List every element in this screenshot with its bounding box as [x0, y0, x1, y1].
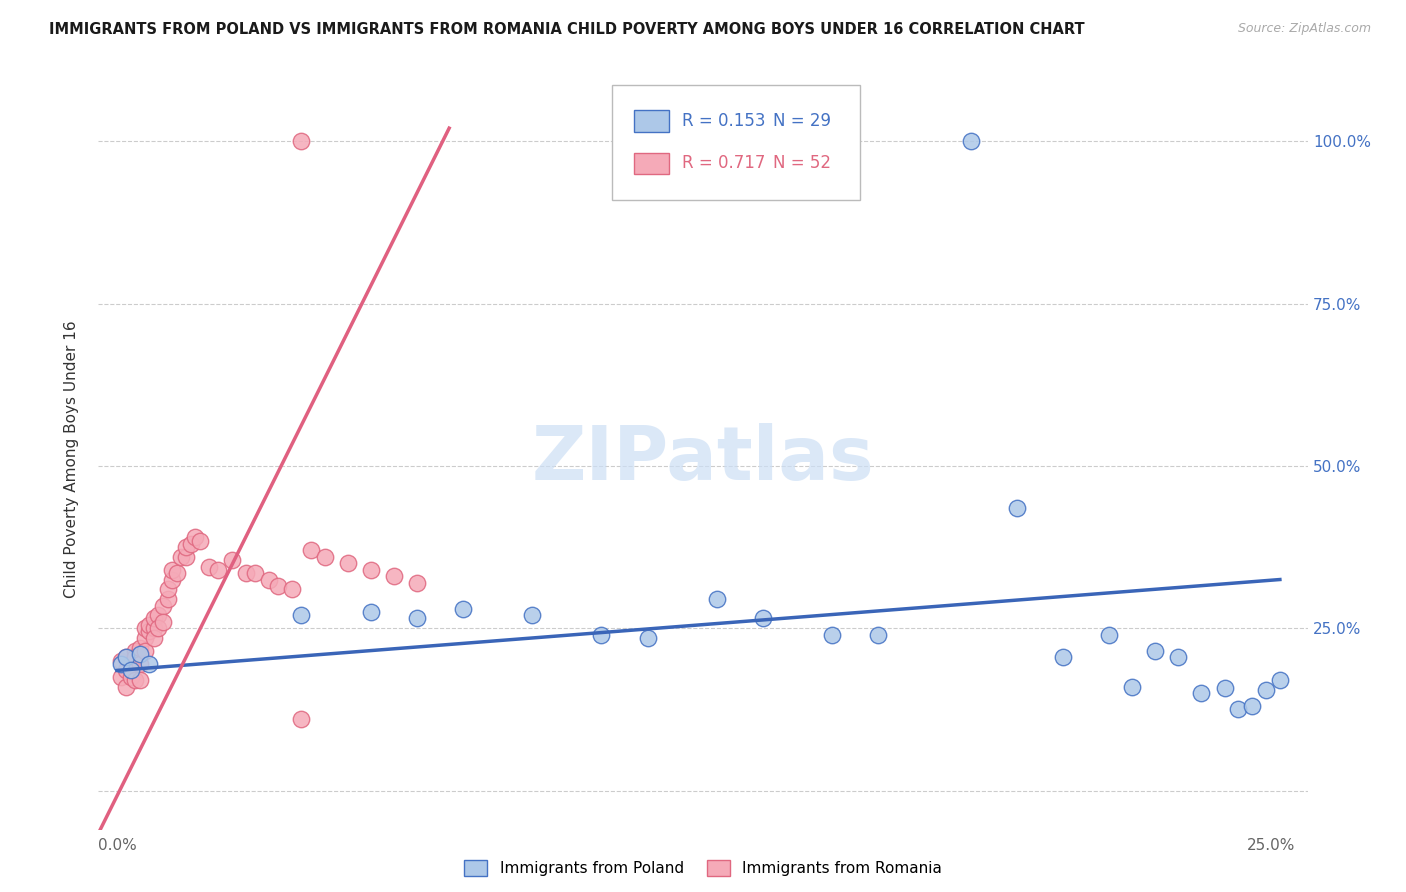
Point: [1254, 682, 1277, 697]
Point: [360, 563, 382, 577]
Point: [188, 533, 211, 548]
Point: [174, 549, 197, 564]
Text: R = 0.153: R = 0.153: [682, 112, 766, 130]
Point: [156, 582, 179, 597]
Point: [267, 579, 290, 593]
Point: [152, 599, 174, 613]
Point: [162, 573, 184, 587]
Text: IMMIGRANTS FROM POLAND VS IMMIGRANTS FROM ROMANIA CHILD POVERTY AMONG BOYS UNDER: IMMIGRANTS FROM POLAND VS IMMIGRANTS FRO…: [49, 22, 1085, 37]
Point: [120, 670, 142, 684]
Point: [257, 573, 280, 587]
Point: [522, 608, 544, 623]
Point: [162, 563, 184, 577]
Point: [134, 644, 156, 658]
Point: [170, 549, 193, 564]
Point: [124, 673, 146, 688]
Point: [184, 530, 207, 544]
Point: [142, 611, 165, 625]
Text: Source: ZipAtlas.com: Source: ZipAtlas.com: [1237, 22, 1371, 36]
Point: [1241, 699, 1264, 714]
Point: [1144, 644, 1167, 658]
FancyBboxPatch shape: [634, 111, 669, 132]
Point: [110, 670, 132, 684]
Point: [1213, 681, 1236, 695]
Point: [451, 601, 474, 615]
Point: [129, 657, 152, 671]
Point: [110, 657, 132, 671]
Point: [124, 644, 146, 658]
Point: [336, 556, 359, 570]
Point: [1121, 680, 1143, 694]
Point: [290, 712, 312, 726]
Point: [405, 575, 427, 590]
Point: [360, 605, 382, 619]
Point: [245, 566, 267, 580]
Point: [290, 134, 312, 148]
Point: [120, 657, 142, 671]
Point: [120, 664, 142, 678]
Point: [1227, 702, 1250, 716]
Point: [129, 673, 152, 688]
Point: [115, 664, 138, 678]
FancyBboxPatch shape: [634, 153, 669, 174]
Point: [1167, 650, 1189, 665]
Point: [152, 615, 174, 629]
Point: [207, 563, 229, 577]
Point: [1191, 686, 1213, 700]
Point: [148, 621, 170, 635]
Point: [180, 537, 202, 551]
Point: [166, 566, 188, 580]
Point: [134, 621, 156, 635]
Legend: Immigrants from Poland, Immigrants from Romania: Immigrants from Poland, Immigrants from …: [458, 855, 948, 882]
Point: [221, 553, 243, 567]
Y-axis label: Child Poverty Among Boys Under 16: Child Poverty Among Boys Under 16: [65, 320, 79, 599]
Point: [115, 680, 138, 694]
Point: [138, 618, 160, 632]
Text: R = 0.717: R = 0.717: [682, 154, 766, 172]
Point: [868, 628, 890, 642]
Point: [1052, 650, 1074, 665]
Point: [110, 654, 132, 668]
Point: [124, 650, 146, 665]
Point: [115, 650, 138, 665]
Point: [1268, 673, 1291, 688]
Point: [281, 582, 304, 597]
Point: [134, 631, 156, 645]
Point: [156, 592, 179, 607]
Text: N = 29: N = 29: [773, 112, 831, 130]
Point: [129, 647, 152, 661]
Point: [1005, 501, 1028, 516]
Point: [405, 611, 427, 625]
Point: [235, 566, 257, 580]
Text: ZIPatlas: ZIPatlas: [531, 423, 875, 496]
Point: [290, 608, 312, 623]
Point: [821, 628, 844, 642]
Point: [174, 540, 197, 554]
Point: [148, 608, 170, 623]
Text: N = 52: N = 52: [773, 154, 831, 172]
Point: [752, 611, 775, 625]
Point: [138, 624, 160, 639]
Point: [314, 549, 336, 564]
Point: [1098, 628, 1121, 642]
Point: [591, 628, 613, 642]
Point: [115, 650, 138, 665]
Point: [299, 543, 322, 558]
Point: [142, 631, 165, 645]
Point: [706, 592, 728, 607]
Point: [142, 621, 165, 635]
Point: [129, 640, 152, 655]
FancyBboxPatch shape: [613, 86, 860, 201]
Point: [959, 134, 981, 148]
Point: [138, 657, 160, 671]
Point: [637, 631, 659, 645]
Point: [382, 569, 405, 583]
Point: [198, 559, 221, 574]
